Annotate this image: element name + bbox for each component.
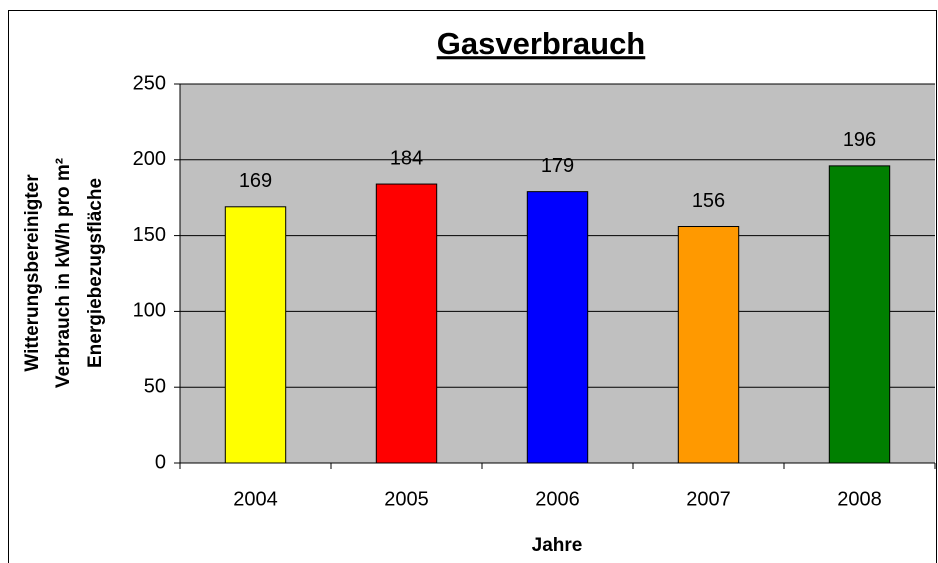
bar — [677, 226, 740, 464]
x-axis-title: Jahre — [532, 535, 583, 556]
data-label: 179 — [541, 155, 574, 177]
bar — [828, 165, 891, 464]
data-label: 169 — [239, 170, 272, 192]
y-tick-label: 100 — [133, 300, 166, 322]
y-tick-label: 50 — [144, 375, 166, 397]
y-tick-label: 150 — [133, 224, 166, 246]
x-tick-label: 2007 — [686, 488, 731, 510]
y-axis-title: Witterungsbereinigter — [22, 174, 43, 372]
y-axis-title: Verbrauch in kW/h pro m² — [53, 158, 74, 388]
x-tick-label: 2006 — [535, 488, 580, 510]
y-tick-label: 0 — [155, 451, 166, 473]
bar — [375, 183, 438, 464]
x-tick-label: 2004 — [233, 488, 278, 510]
x-tick-label: 2005 — [384, 488, 429, 510]
y-tick-label: 250 — [133, 72, 166, 94]
data-label: 196 — [843, 129, 876, 151]
bar — [224, 206, 287, 464]
x-tick-label: 2008 — [837, 488, 882, 510]
data-label: 156 — [692, 190, 725, 212]
y-tick-label: 200 — [133, 148, 166, 170]
y-axis-title: Energiebezugsfläche — [85, 178, 106, 368]
chart-title: Gasverbrauch — [437, 26, 646, 61]
bar — [526, 191, 589, 464]
data-label: 184 — [390, 147, 423, 169]
